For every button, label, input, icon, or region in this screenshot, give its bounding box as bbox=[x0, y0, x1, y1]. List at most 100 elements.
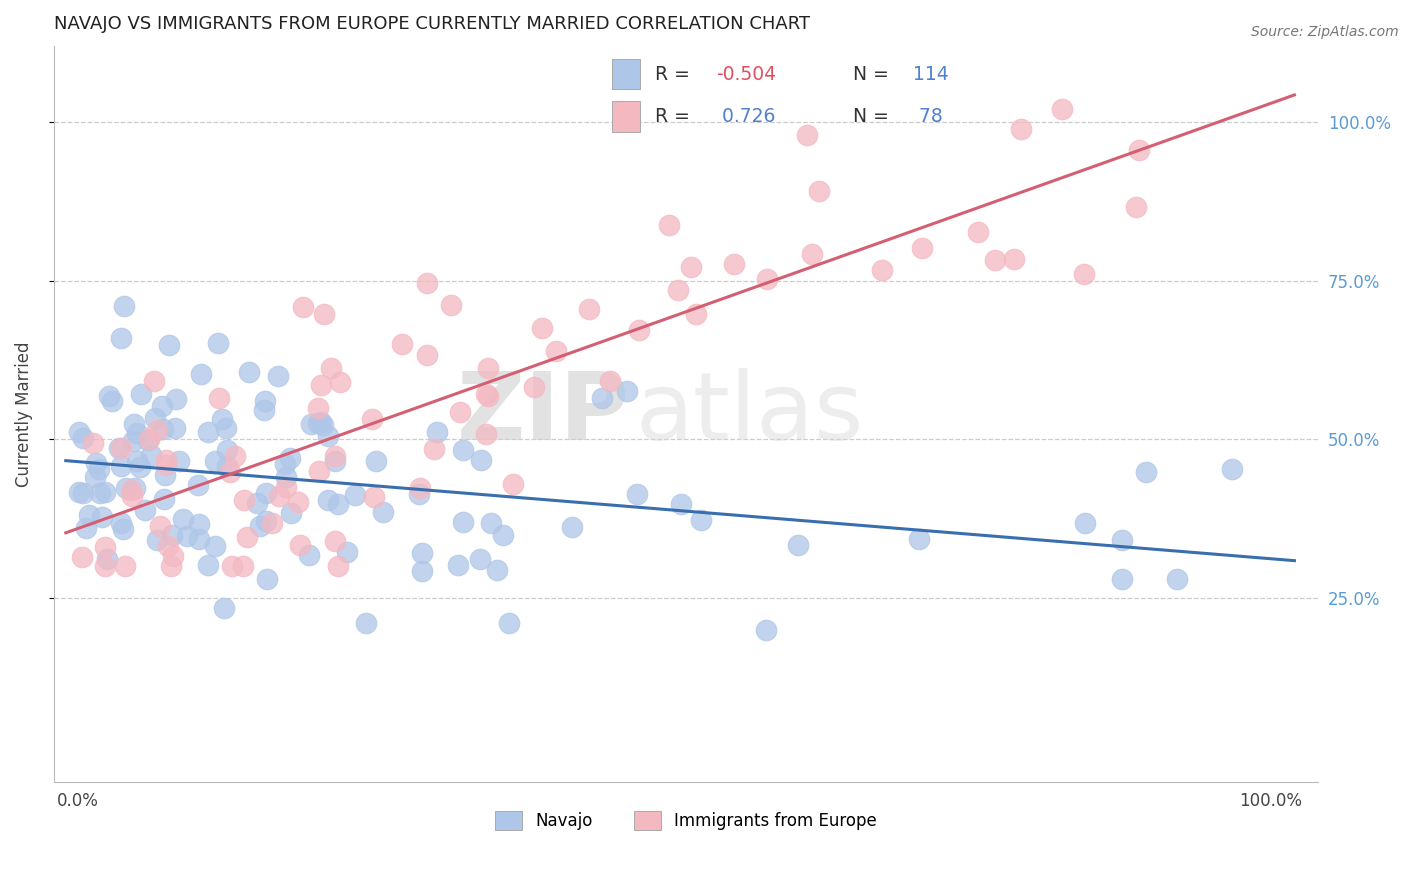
Point bbox=[911, 241, 934, 255]
Point bbox=[72, 485, 94, 500]
Point bbox=[100, 394, 122, 409]
Point bbox=[685, 307, 707, 321]
Point bbox=[188, 533, 211, 547]
Point bbox=[231, 559, 253, 574]
Point bbox=[319, 361, 342, 376]
Point bbox=[120, 483, 142, 498]
Point bbox=[176, 529, 198, 543]
Point bbox=[616, 384, 638, 399]
Point bbox=[1128, 143, 1150, 157]
Point bbox=[187, 516, 209, 531]
Point bbox=[486, 563, 509, 577]
Point bbox=[307, 417, 329, 431]
Point bbox=[546, 343, 568, 358]
Point bbox=[136, 434, 159, 448]
Point bbox=[364, 453, 387, 467]
Point bbox=[475, 427, 498, 442]
Point bbox=[323, 454, 346, 468]
Point bbox=[274, 457, 297, 471]
Point bbox=[221, 559, 243, 574]
Point bbox=[197, 558, 219, 572]
Point bbox=[254, 486, 277, 500]
Point bbox=[267, 489, 290, 503]
Point bbox=[128, 460, 150, 475]
Point bbox=[134, 503, 156, 517]
Point bbox=[323, 449, 346, 463]
Point bbox=[155, 458, 177, 473]
Point bbox=[578, 301, 600, 316]
Point bbox=[808, 184, 831, 198]
Point bbox=[75, 521, 97, 535]
Point bbox=[235, 530, 257, 544]
Point bbox=[409, 481, 432, 495]
Point bbox=[470, 453, 492, 467]
Point bbox=[416, 276, 439, 290]
Point bbox=[127, 425, 149, 440]
Point bbox=[723, 257, 745, 271]
Point bbox=[156, 539, 179, 553]
Point bbox=[212, 600, 235, 615]
Point bbox=[984, 252, 1007, 267]
Point bbox=[260, 516, 283, 530]
Point bbox=[1135, 465, 1157, 479]
Point bbox=[1002, 252, 1025, 266]
Point bbox=[114, 559, 136, 574]
Point bbox=[83, 470, 105, 484]
Point bbox=[96, 552, 118, 566]
Point bbox=[363, 491, 385, 505]
Point bbox=[215, 420, 238, 434]
Point bbox=[110, 442, 132, 456]
Point bbox=[211, 412, 233, 426]
Point bbox=[669, 497, 692, 511]
Text: Source: ZipAtlas.com: Source: ZipAtlas.com bbox=[1251, 25, 1399, 39]
Point bbox=[89, 486, 111, 500]
Point bbox=[755, 623, 778, 637]
Point bbox=[468, 552, 491, 566]
Point bbox=[276, 470, 298, 484]
Point bbox=[307, 401, 329, 416]
Point bbox=[115, 481, 138, 495]
Point bbox=[125, 454, 148, 468]
Point bbox=[70, 550, 93, 565]
Point bbox=[426, 425, 449, 439]
Point bbox=[591, 392, 613, 406]
Point bbox=[157, 338, 180, 352]
Point bbox=[309, 377, 332, 392]
Point bbox=[498, 616, 520, 631]
Point bbox=[124, 481, 146, 495]
Point bbox=[172, 512, 194, 526]
Point bbox=[666, 283, 689, 297]
Point bbox=[626, 487, 648, 501]
Point bbox=[146, 533, 169, 548]
Point bbox=[1111, 533, 1133, 548]
Point bbox=[165, 392, 187, 406]
Point bbox=[870, 263, 893, 277]
Point bbox=[253, 394, 276, 409]
Point bbox=[411, 564, 433, 578]
Point bbox=[204, 540, 226, 554]
Point bbox=[72, 431, 94, 445]
Point bbox=[190, 367, 212, 381]
Point bbox=[69, 484, 91, 499]
Point bbox=[155, 452, 177, 467]
Y-axis label: Currently Married: Currently Married bbox=[15, 342, 32, 487]
Point bbox=[87, 462, 110, 476]
Point bbox=[129, 387, 152, 401]
Point bbox=[477, 389, 499, 403]
Point bbox=[309, 415, 332, 429]
Point bbox=[160, 559, 183, 574]
Point bbox=[344, 488, 367, 502]
Point bbox=[274, 480, 297, 494]
Point bbox=[681, 260, 703, 274]
Point bbox=[162, 549, 184, 563]
Point bbox=[316, 429, 339, 443]
Point bbox=[139, 448, 162, 462]
Point bbox=[143, 411, 166, 425]
Point bbox=[91, 509, 114, 524]
Point bbox=[689, 513, 711, 527]
Point bbox=[391, 337, 413, 351]
Point bbox=[249, 519, 271, 533]
Point bbox=[297, 548, 319, 562]
Point bbox=[967, 225, 990, 239]
Point bbox=[110, 331, 132, 345]
